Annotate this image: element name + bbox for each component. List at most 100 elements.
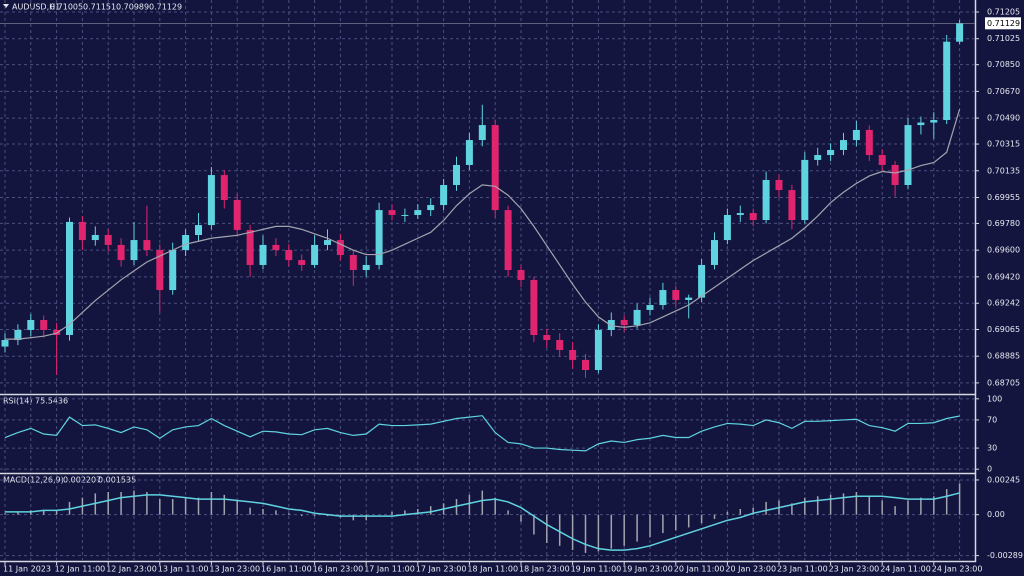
candle-body bbox=[311, 244, 319, 265]
candle-body bbox=[930, 120, 938, 123]
candle-body bbox=[182, 234, 190, 250]
y-tick-label: 0.00245 bbox=[987, 475, 1020, 484]
candle-body bbox=[607, 320, 615, 330]
y-tick-label: 0.70490 bbox=[987, 114, 1020, 123]
y-tick-label: 0.68705 bbox=[987, 378, 1020, 387]
x-tick-label: 20 Jan 23:00 bbox=[725, 565, 776, 574]
symbol-label: AUDUSD,H1 bbox=[12, 3, 60, 12]
y-tick-label: 0.70315 bbox=[987, 140, 1020, 149]
y-tick-label: 0.00 bbox=[987, 510, 1005, 519]
candle-body bbox=[298, 260, 306, 265]
x-tick-label: 23 Jan 11:00 bbox=[777, 565, 828, 574]
candle-body bbox=[117, 244, 125, 261]
candle-body bbox=[827, 149, 835, 156]
candle-body bbox=[633, 309, 641, 326]
candle-body bbox=[78, 221, 86, 241]
candle-body bbox=[1, 340, 9, 347]
candle-body bbox=[878, 155, 886, 165]
candle-body bbox=[66, 221, 73, 335]
candle-body bbox=[917, 122, 925, 126]
y-tick-label: 0.69955 bbox=[987, 193, 1020, 202]
candle-body bbox=[775, 179, 783, 191]
candle-body bbox=[840, 140, 847, 150]
x-tick-label: 20 Jan 11:00 bbox=[674, 565, 725, 574]
x-tick-label: 12 Jan 23:00 bbox=[106, 565, 157, 574]
x-tick-label: 17 Jan 23:00 bbox=[416, 565, 467, 574]
rsi-line bbox=[4, 415, 960, 452]
candle-body bbox=[207, 175, 215, 226]
candle-body bbox=[53, 329, 61, 335]
y-tick-label: 0.71205 bbox=[987, 8, 1020, 17]
y-tick-label: 0.68885 bbox=[987, 352, 1020, 361]
y-tick-label: 0.70670 bbox=[987, 87, 1020, 96]
header-high: 0.71151 bbox=[83, 3, 116, 12]
x-tick-label: 18 Jan 11:00 bbox=[467, 565, 518, 574]
candle-body bbox=[27, 320, 35, 330]
y-tick-label: 0 bbox=[987, 465, 992, 474]
candle-body bbox=[543, 334, 551, 341]
macd-label: MACD(12,26,9) bbox=[3, 476, 64, 485]
candle-body bbox=[530, 279, 538, 335]
candle-body bbox=[814, 155, 822, 160]
candle-body bbox=[104, 234, 112, 245]
candle-body bbox=[453, 164, 460, 186]
candle-body bbox=[956, 23, 964, 42]
y-tick-label: 70 bbox=[987, 415, 997, 424]
candle-body bbox=[672, 290, 680, 300]
x-tick-label: 19 Jan 11:00 bbox=[571, 565, 622, 574]
candle-body bbox=[943, 41, 951, 121]
candle-body bbox=[723, 214, 731, 241]
header-low: 0.70989 bbox=[116, 3, 149, 12]
candle-body bbox=[220, 175, 228, 200]
candle-body bbox=[711, 240, 718, 265]
y-tick-label: 0.69065 bbox=[987, 325, 1020, 334]
x-tick-label: 24 Jan 23:00 bbox=[932, 565, 983, 574]
candle-body bbox=[465, 140, 473, 165]
candle-body bbox=[582, 359, 589, 371]
candle-body bbox=[440, 185, 448, 206]
candle-body bbox=[156, 249, 164, 291]
candle-body bbox=[594, 329, 602, 371]
x-tick-label: 23 Jan 23:00 bbox=[829, 565, 880, 574]
header-close: 0.71129 bbox=[149, 3, 182, 12]
candle-body bbox=[478, 125, 486, 141]
candle-body bbox=[401, 214, 409, 216]
x-tick-label: 19 Jan 23:00 bbox=[622, 565, 673, 574]
y-tick-label: 0.71025 bbox=[987, 34, 1020, 43]
candle-body bbox=[788, 190, 796, 221]
macd-signal-line bbox=[5, 492, 960, 551]
candle-body bbox=[504, 210, 512, 271]
x-tick-label: 11 Jan 2023 bbox=[3, 565, 51, 574]
candle-body bbox=[272, 244, 280, 250]
candle-body bbox=[130, 240, 138, 261]
candle-body bbox=[414, 210, 422, 215]
candle-body bbox=[91, 234, 99, 241]
y-tick-label: 100 bbox=[987, 394, 1002, 403]
x-tick-label: 17 Jan 11:00 bbox=[364, 565, 415, 574]
y-tick-label: 30 bbox=[987, 444, 997, 453]
x-tick-label: 12 Jan 11:00 bbox=[55, 565, 106, 574]
candle-body bbox=[375, 210, 383, 265]
candle-body bbox=[336, 240, 344, 256]
candle-body bbox=[891, 164, 899, 186]
y-tick-label: 0.70135 bbox=[987, 166, 1020, 175]
y-tick-label: 0.69780 bbox=[987, 219, 1020, 228]
macd-signal-value: 0.001535 bbox=[98, 476, 136, 485]
candle-body bbox=[143, 240, 151, 250]
candle-body bbox=[865, 129, 873, 156]
candle-body bbox=[233, 199, 241, 230]
candle-body bbox=[246, 229, 254, 265]
x-tick-label: 13 Jan 23:00 bbox=[209, 565, 260, 574]
candle-body bbox=[324, 240, 331, 245]
candle-body bbox=[195, 225, 202, 235]
candle-body bbox=[698, 264, 706, 298]
candle-body bbox=[736, 213, 744, 215]
y-tick-label: -0.00289 bbox=[987, 551, 1023, 560]
menu-arrow[interactable] bbox=[3, 4, 9, 8]
candle-body bbox=[801, 159, 809, 221]
x-tick-label: 24 Jan 11:00 bbox=[880, 565, 931, 574]
y-tick-label: 0.69242 bbox=[987, 299, 1020, 308]
last-price-label: 0.71129 bbox=[987, 19, 1020, 28]
candle-body bbox=[749, 213, 757, 221]
